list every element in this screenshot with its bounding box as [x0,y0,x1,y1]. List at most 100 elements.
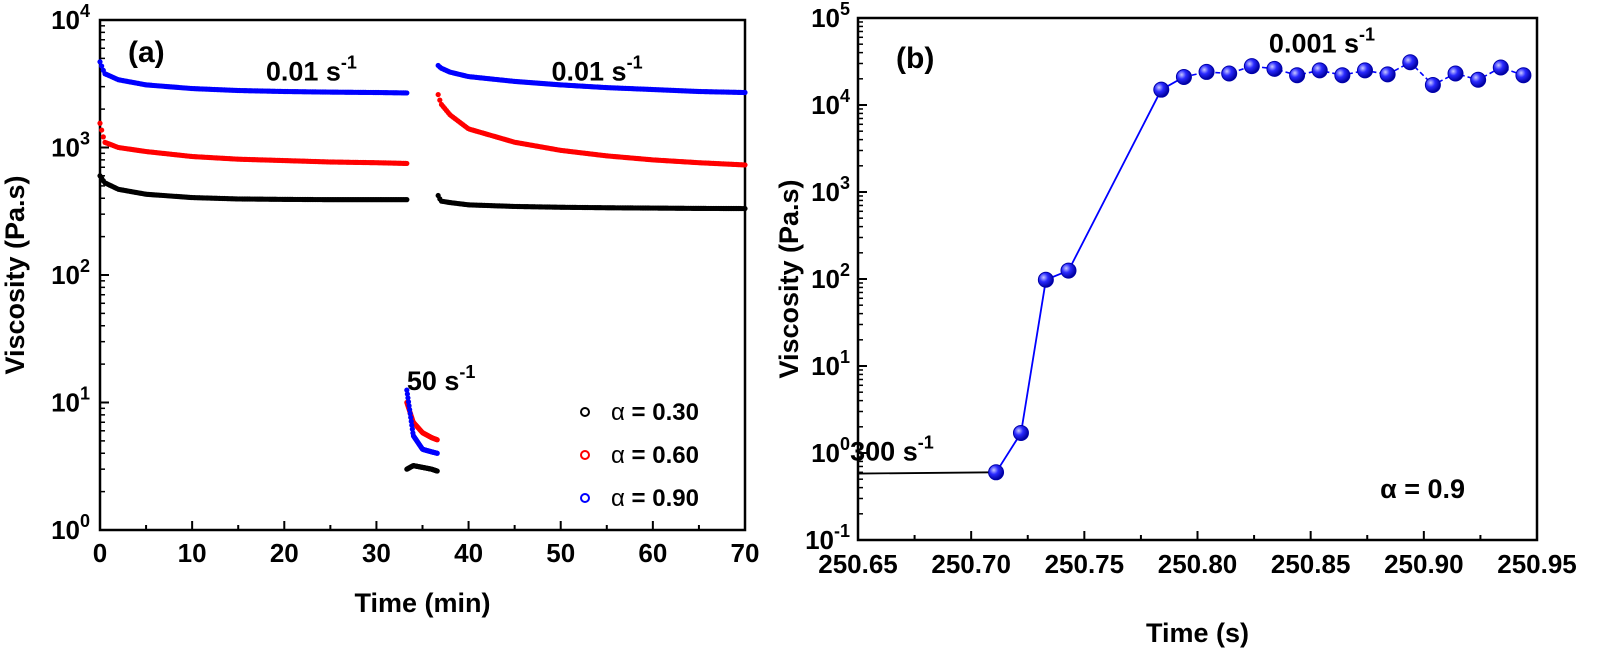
data-point [409,426,415,432]
data-point [407,410,413,417]
series-line [995,76,1185,473]
data-point [99,63,105,69]
data-point [1515,67,1532,84]
data-point [99,127,105,133]
x-tick-label: 10 [178,538,207,568]
data-point [742,89,748,96]
y-tick-label: 104 [811,86,850,120]
x-tick-label: 250.70 [931,549,1011,579]
x-tick-label: 50 [546,538,575,568]
panel-label: (b) [896,42,934,75]
legend-label: α = 0.30 [611,399,699,426]
annotation-shear-rate: 0.01 s-1 [552,53,643,87]
y-tick-label: 103 [811,173,850,207]
y-tick-label: 102 [811,260,850,294]
data-point [1153,81,1170,98]
series-0.30 [97,173,748,474]
data-point [434,437,440,443]
data-point [407,407,413,413]
data-point [434,450,440,456]
data-point [409,422,415,428]
data-point [406,403,412,409]
data-point [1012,424,1029,441]
data-point [1289,67,1306,84]
data-point [988,464,1005,481]
x-tick-label: 250.90 [1384,549,1464,579]
x-tick-label: 250.75 [1045,549,1125,579]
series-0.90 [97,59,748,456]
y-tick-label: 100 [811,434,850,468]
high-shear-line [857,471,994,475]
data-point [1424,76,1441,93]
legend-marker [580,407,590,417]
data-point [97,120,103,126]
y-tick-label: 101 [811,347,850,381]
y-tick-label: 10-1 [805,521,850,555]
series-line-dashed [1183,61,1524,86]
data-point [408,418,414,424]
data-point [1470,71,1487,88]
x-tick-label: 30 [362,538,391,568]
data-point [405,395,411,401]
x-tick-label: 250.80 [1158,549,1238,579]
legend-marker [580,493,590,503]
legend-label: α = 0.90 [611,485,699,512]
annotation-shear-rate: 0.01 s-1 [266,53,357,87]
data-point [1402,54,1419,71]
y-axis-label: Viscosity (Pa.s) [0,175,30,374]
legend-label: α = 0.60 [611,442,699,469]
data-point [404,160,410,167]
data-point [1311,62,1328,79]
panel-a-viscosity-vs-time-min: 0 10 20 30 40 50 60 70 100 101 102 103 104 0.01 s-1 0.… [0,1,759,618]
x-tick-label: 250.85 [1271,549,1351,579]
x-tick-label: 0 [93,538,107,568]
annotation-shear-rate: 0.001 s-1 [1269,25,1375,59]
data-point [742,162,748,168]
data-point [1037,271,1054,288]
data-point [408,414,414,421]
x-tick-label: 20 [270,538,299,568]
data-point [404,391,410,397]
data-point [742,205,748,212]
y-tick-label: 101 [51,384,90,418]
data-point [100,134,106,140]
y-axis-label: Viscosity (Pa.s) [774,179,804,378]
annotation-shear-rate: 300 s-1 [850,432,934,466]
data-point [404,387,410,393]
data-point [1221,65,1238,82]
data-point [1447,65,1464,82]
y-tick-label: 102 [51,256,90,290]
data-point [404,197,410,203]
data-point [1198,63,1215,80]
alpha-note: α = 0.9 [1380,474,1465,504]
data-point [1492,59,1509,76]
x-axis-label: Time (min) [354,588,490,618]
plot-frame [98,18,747,532]
y-tick-label: 105 [811,0,850,33]
data-point [1334,67,1351,84]
plot-frame [856,16,1539,542]
data-point [405,399,412,405]
data-point [437,97,443,103]
x-tick-label: 60 [638,538,667,568]
y-tick-label: 104 [51,1,90,35]
x-tick-label: 250.95 [1497,549,1577,579]
y-tick-label: 103 [51,129,90,163]
data-point [1175,68,1192,85]
data-point [434,468,440,474]
data-point [1379,66,1396,83]
annotation-shear-rate: 50 s-1 [407,362,476,396]
x-tick-label: 250.65 [818,549,898,579]
data-point [1243,58,1260,75]
x-tick-label: 70 [731,538,760,568]
x-tick-label: 40 [454,538,483,568]
panel-label: (a) [128,36,165,69]
data-point [1266,60,1283,77]
data-point [1060,262,1077,279]
data-point [97,59,103,65]
data-point [1356,62,1373,79]
legend-marker [580,450,590,460]
data-point [435,91,441,98]
y-tick-label: 100 [51,511,90,545]
